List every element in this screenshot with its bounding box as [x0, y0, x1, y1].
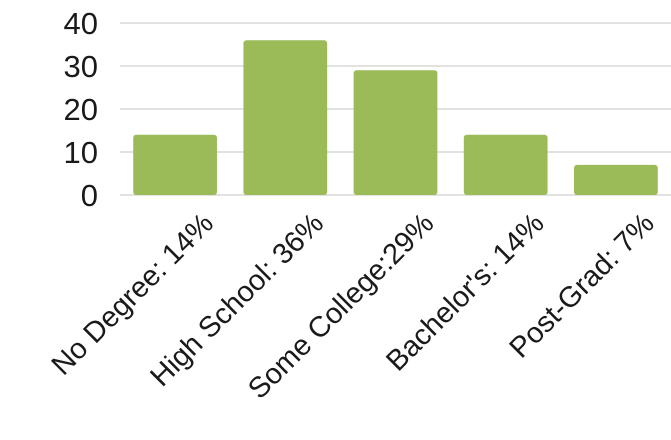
x-axis-category-labels: No Degree: 14%High School: 36%Some Colle… [46, 207, 661, 405]
y-tick-label: 0 [81, 178, 98, 213]
bar-0 [133, 134, 217, 195]
y-axis-tick-labels: 0 10 20 30 40 [64, 6, 98, 213]
y-tick-label: 10 [64, 135, 98, 170]
y-tick-label: 30 [64, 49, 98, 84]
bar-2 [353, 70, 438, 195]
x-category-label: Some College:29% [242, 207, 440, 405]
y-tick-label: 40 [64, 6, 98, 41]
y-tick-label: 20 [64, 92, 98, 127]
bar-4 [574, 164, 658, 195]
bars [133, 40, 658, 196]
bar-3 [463, 134, 548, 195]
bar-1 [243, 40, 328, 196]
